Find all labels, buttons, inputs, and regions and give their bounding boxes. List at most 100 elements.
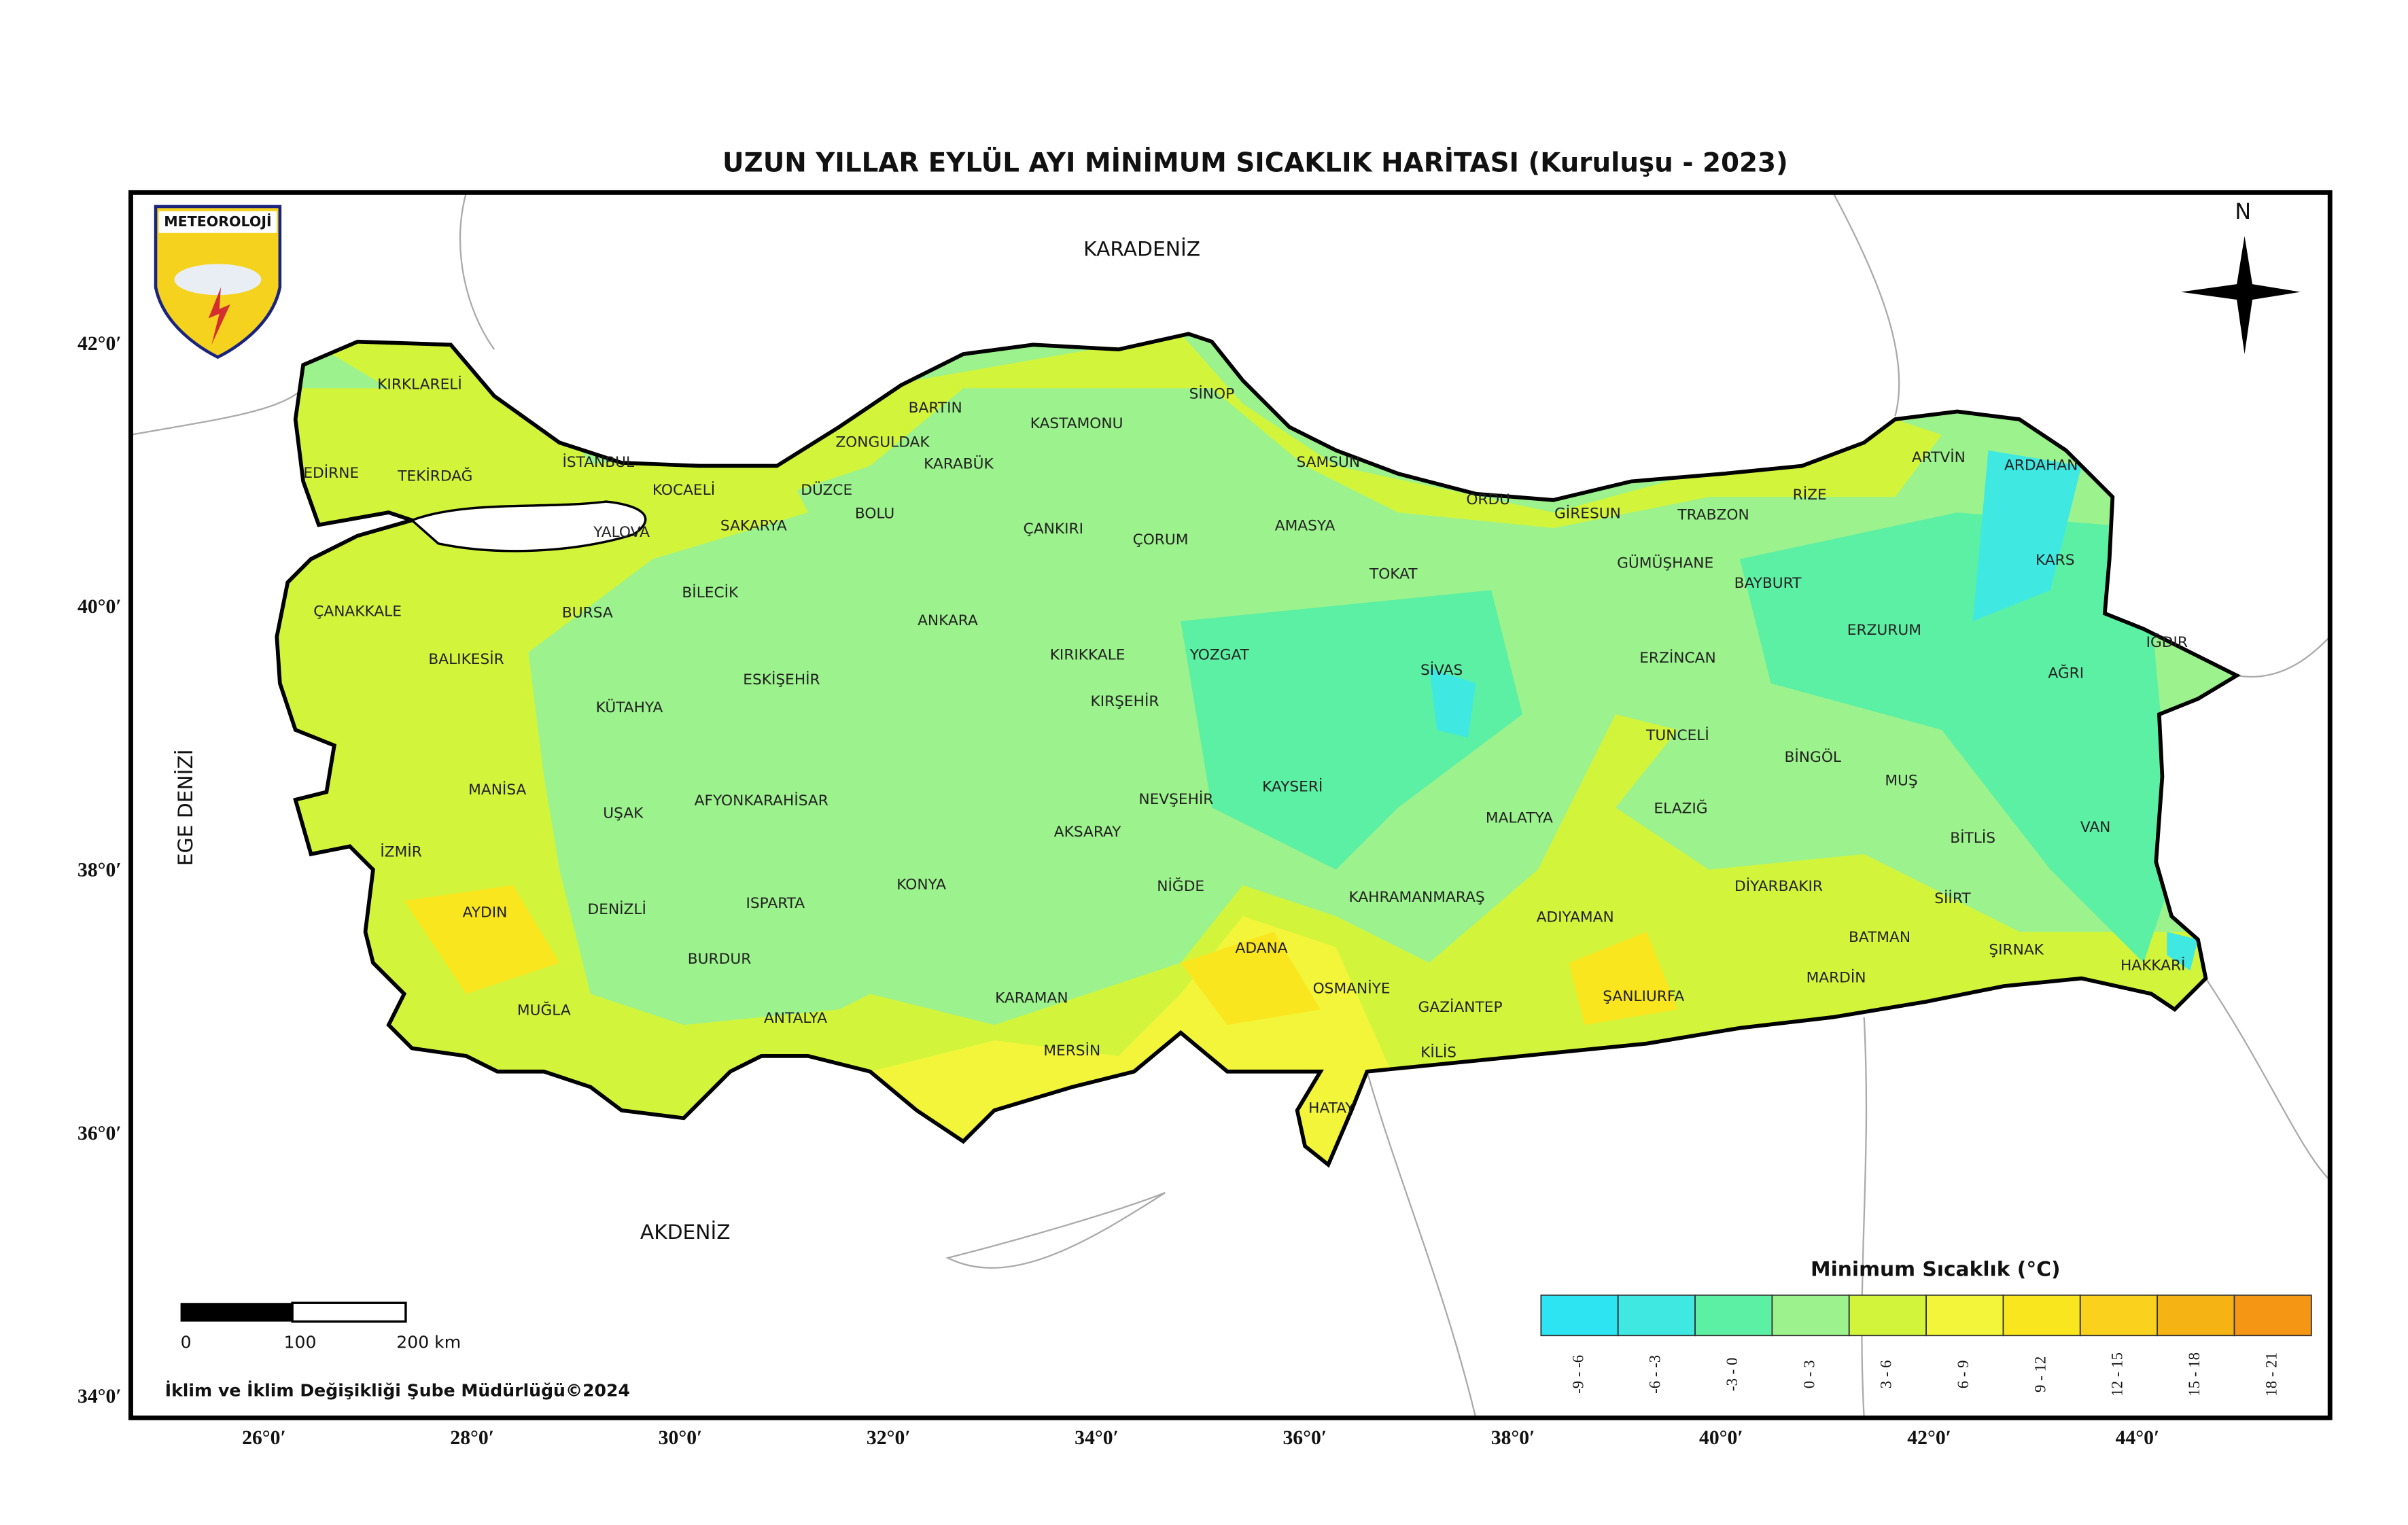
lat-tick-label: 36°0′ [77,1123,122,1144]
province-label: ŞIRNAK [1989,942,2044,959]
province-label: DÜZCE [801,481,852,499]
province-label: UŞAK [603,805,644,822]
logo: METEOROLOJİ [154,205,282,360]
legend-swatch [1540,1294,1619,1337]
lat-tick-label: 42°0′ [77,333,122,355]
legend-label: 0 - 3 [1800,1360,1817,1388]
province-label: KASTAMONU [1030,415,1123,432]
province-label: KARS [2036,552,2075,569]
province-label: MARDİN [1807,969,1866,987]
province-label: NEVŞEHİR [1138,790,1213,808]
province-label: ADANA [1236,940,1288,957]
province-label: ADIYAMAN [1537,909,1614,926]
scale-bar-white [291,1301,407,1323]
province-label: IĞDIR [2146,633,2188,651]
province-label: MALATYA [1486,809,1553,826]
province-label: ORDU [1466,491,1510,508]
province-label: ŞANLIURFA [1603,988,1684,1005]
legend-swatch [1925,1294,2004,1337]
legend-swatch [1694,1294,1773,1337]
province-label: GİRESUN [1554,504,1621,522]
legend-label: -6 - -3 [1647,1355,1664,1394]
province-label: KAYSERİ [1262,778,1323,796]
lat-tick-label: 34°0′ [77,1386,122,1407]
province-label: HATAY [1308,1100,1355,1117]
province-label: DİYARBAKIR [1734,877,1823,895]
legend-swatch [2233,1294,2312,1337]
province-label: VAN [2080,819,2111,836]
legend-swatch [2157,1294,2235,1337]
province-label: ÇANAKKALE [313,603,402,620]
province-label: MERSİN [1043,1042,1100,1059]
province-label: KAHRAMANMARAŞ [1349,889,1485,906]
province-label: ARDAHAN [2004,457,2078,474]
province-label: BALIKESİR [428,650,504,668]
legend-label: -9 - -6 [1569,1355,1586,1394]
lon-tick-label: 32°0′ [867,1427,911,1449]
province-label: BATMAN [1849,929,1910,946]
province-label: YALOVA [593,524,650,541]
province-label: İZMİR [380,843,421,861]
province-label: ANKARA [918,612,978,629]
province-label: KARABÜK [924,455,994,472]
province-label: DENİZLİ [588,900,646,918]
legend-label: 6 - 9 [1955,1360,1972,1388]
province-label: SAMSUN [1297,454,1361,471]
province-label: BURSA [562,605,613,622]
province-label: KİLİS [1420,1043,1456,1061]
province-label: ESKİŞEHİR [743,671,820,688]
province-label: AĞRI [2048,665,2084,682]
legend-label: 9 - 12 [2031,1356,2048,1392]
province-label: BİLECİK [682,584,739,601]
province-label: ÇORUM [1133,531,1189,548]
province-label: ARTVİN [1912,449,1966,466]
province-label: ÇANKIRI [1024,521,1083,538]
province-label: KÜTAHYA [596,699,663,716]
province-label: BAYBURT [1734,575,1802,592]
province-label: MUŞ [1885,772,1917,789]
sea-label: AKDENİZ [640,1220,731,1244]
sea-label: KARADENİZ [1083,236,1200,261]
lon-tick-label: 36°0′ [1282,1427,1327,1449]
legend-title: Minimum Sıcaklık (°C) [1811,1258,2060,1282]
province-label: TOKAT [1369,565,1418,582]
legend-label: 15 - 18 [2186,1352,2203,1397]
province-label: TUNCELİ [1645,726,1709,744]
legend-swatch [1617,1294,1696,1337]
lon-tick-label: 40°0′ [1699,1427,1743,1449]
province-label: OSMANİYE [1313,980,1391,998]
legend-label: 3 - 6 [1878,1360,1895,1388]
lon-tick-label: 26°0′ [242,1427,286,1449]
province-label: MUĞLA [517,1002,571,1019]
province-label: AFYONKARAHİSAR [695,792,828,809]
lon-tick-label: 28°0′ [450,1427,494,1449]
province-label: HAKKARİ [2121,956,2186,974]
legend-swatch [2079,1294,2159,1337]
province-label: ZONGULDAK [835,434,930,451]
province-label: AMASYA [1275,518,1336,535]
province-label: NİĞDE [1157,877,1204,895]
province-label: ERZURUM [1847,622,1921,639]
province-label: BARTIN [909,400,962,417]
province-label: BİTLİS [1950,829,1995,847]
province-label: ERZİNCAN [1639,649,1715,667]
province-label: AKSARAY [1054,824,1121,841]
province-label: EDİRNE [303,464,359,482]
scale-label: 200 km [396,1333,461,1352]
lon-tick-label: 38°0′ [1491,1427,1535,1449]
scale-label: 0 [181,1333,192,1352]
province-label: SAKARYA [720,518,787,535]
logo-text: METEOROLOJİ [164,213,271,230]
compass: N [2180,198,2301,355]
province-label: KOCAELİ [652,481,715,499]
province-label: ANTALYA [764,1010,827,1027]
sea-label: EGE DENİZİ [173,749,198,866]
province-label: KIRIKKALE [1050,646,1126,663]
province-label: RİZE [1793,486,1827,504]
province-label: KIRKLARELİ [377,376,462,393]
province-label: GÜMÜŞHANE [1617,555,1713,572]
legend-swatch [2002,1294,2081,1337]
province-label: GAZİANTEP [1418,998,1503,1016]
province-label: AYDIN [463,905,508,922]
